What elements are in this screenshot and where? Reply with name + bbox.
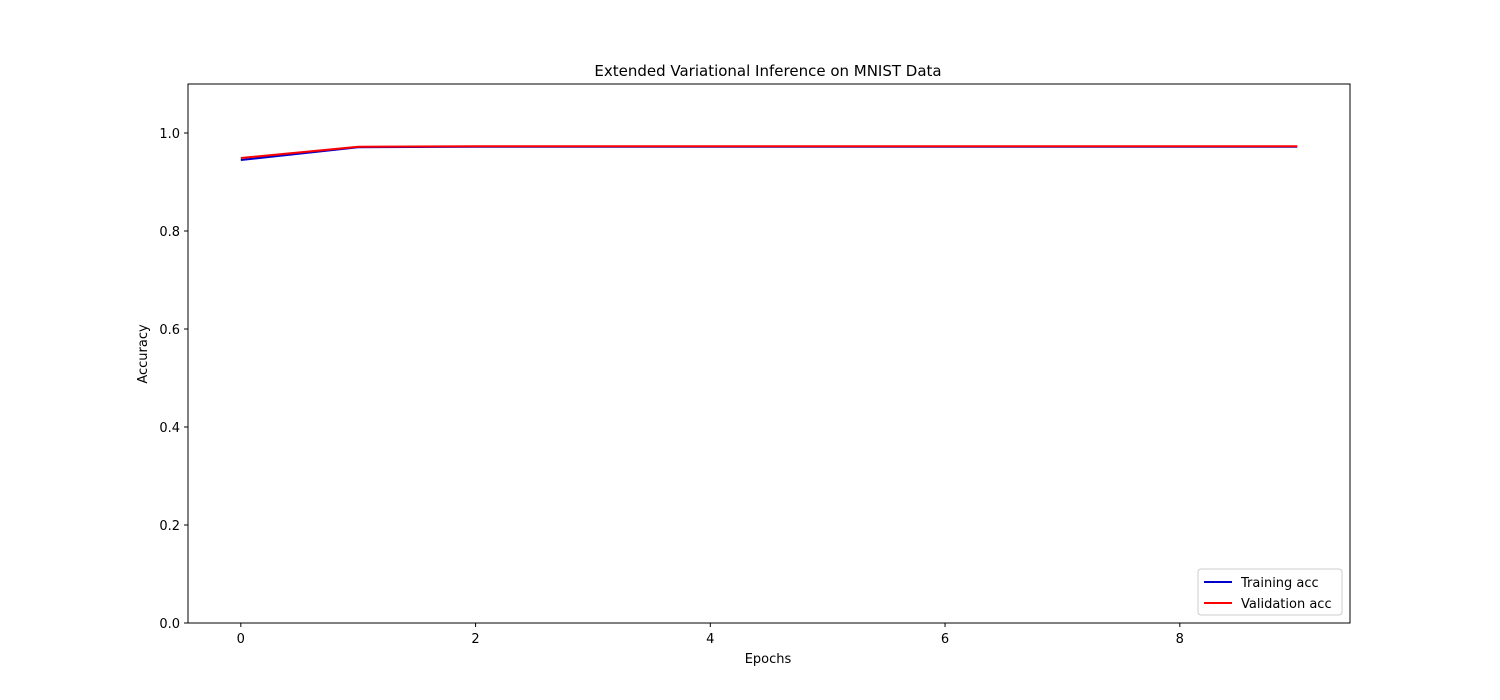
series-lines xyxy=(240,145,1298,161)
y-tick-label: 0.0 xyxy=(159,617,180,632)
series-line-training-acc xyxy=(240,145,1298,161)
x-axis-label: Epochs xyxy=(745,652,792,667)
y-axis: 0.0 0.2 0.4 0.6 0.8 1.0 xyxy=(159,127,188,632)
x-tick-label: 2 xyxy=(471,632,479,647)
legend: Training acc Validation acc xyxy=(1197,568,1343,616)
plot-area xyxy=(187,83,1351,624)
y-tick-label: 0.6 xyxy=(159,323,180,338)
y-tick-label: 1.0 xyxy=(159,127,180,142)
chart-title: Extended Variational Inference on MNIST … xyxy=(594,62,941,80)
y-tick-label: 0.2 xyxy=(159,519,180,534)
x-tick-label: 8 xyxy=(1176,632,1184,647)
y-tick-label: 0.8 xyxy=(159,225,180,240)
x-tick-label: 0 xyxy=(237,632,245,647)
legend-box xyxy=(1197,568,1343,616)
legend-label: Validation acc xyxy=(1241,597,1332,612)
legend-label: Training acc xyxy=(1240,576,1319,591)
y-axis-label: Accuracy xyxy=(136,324,151,384)
series-line-validation-acc xyxy=(240,145,1298,159)
x-axis: 0 2 4 6 8 xyxy=(237,623,1184,647)
x-tick-label: 4 xyxy=(706,632,714,647)
y-tick-label: 0.4 xyxy=(159,421,180,436)
x-tick-label: 6 xyxy=(941,632,949,647)
